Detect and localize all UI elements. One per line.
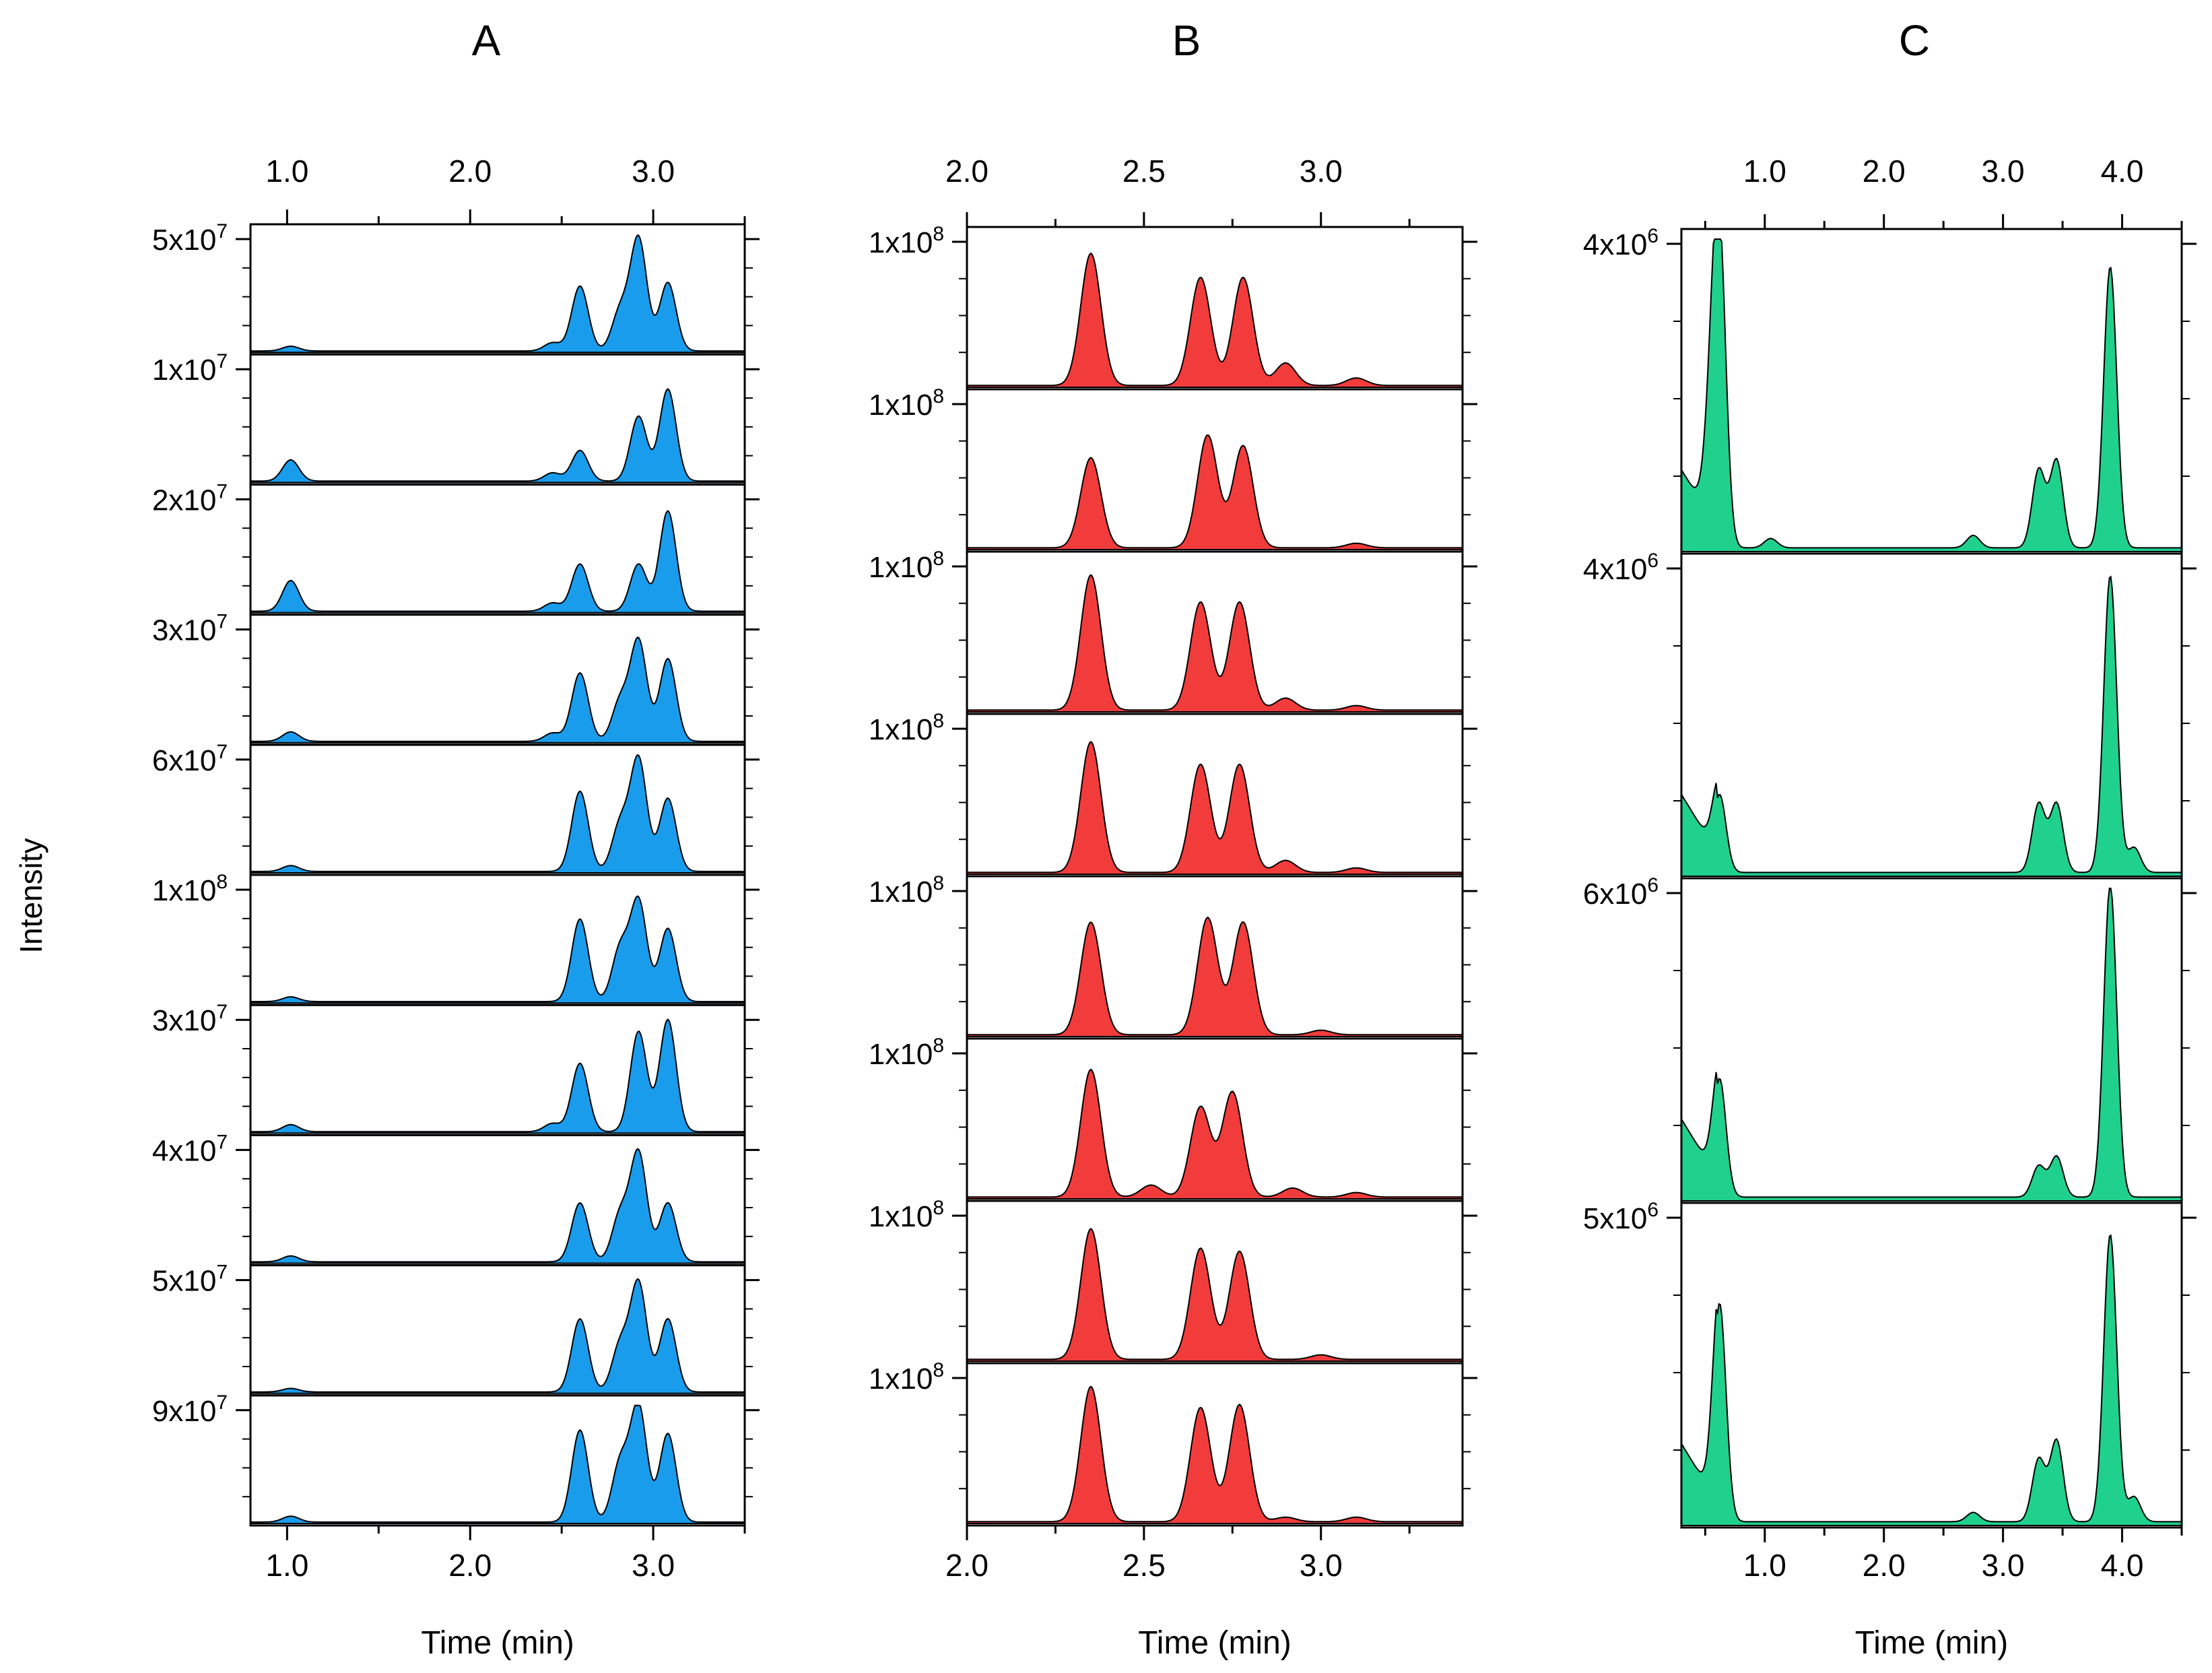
panel-a-x-tick-label-top: 2.0 bbox=[448, 154, 492, 189]
panel-c-x-tick-label-bottom: 1.0 bbox=[1743, 1548, 1786, 1583]
panel-b-x-tick-label-bottom: 3.0 bbox=[1300, 1548, 1343, 1583]
panel-b-x-axis-label: Time (min) bbox=[1138, 1625, 1292, 1661]
panel-b-scale-label: 1x108 bbox=[869, 385, 944, 422]
panel-b-x-tick-label-top: 3.0 bbox=[1300, 154, 1343, 189]
panel-a-x-tick-label-top: 3.0 bbox=[632, 154, 675, 189]
panel-c-x-tick-label-bottom: 4.0 bbox=[2101, 1548, 2144, 1583]
panel-a-x-tick-label-top: 1.0 bbox=[265, 154, 308, 189]
panel-b-x-tick-label-top: 2.5 bbox=[1122, 154, 1166, 189]
panel-b-x-tick-label-top: 2.0 bbox=[945, 154, 988, 189]
panel-c-scale-label: 4x106 bbox=[1583, 225, 1658, 261]
panel-c-x-tick-label-bottom: 3.0 bbox=[1982, 1548, 2025, 1583]
panel-b-trace-1 bbox=[966, 252, 1463, 388]
panel-b-scale-label: 1x108 bbox=[869, 710, 944, 746]
panel-a-trace-8 bbox=[250, 1148, 745, 1264]
panel-a-x-tick-label-bottom: 1.0 bbox=[265, 1548, 308, 1583]
panel-a-scale-label: 1x108 bbox=[152, 871, 228, 907]
panel-a-scale-label: 5x107 bbox=[152, 1261, 228, 1298]
panel-b-scale-label: 1x108 bbox=[869, 1035, 944, 1071]
panel-b-scale-label: 1x108 bbox=[869, 548, 944, 584]
panel-b-trace-3 bbox=[966, 574, 1463, 713]
panel-c-x-tick-label-top: 3.0 bbox=[1982, 154, 2025, 189]
panel-a-scale-label: 5x107 bbox=[152, 220, 228, 257]
panel-b-trace-7 bbox=[966, 1227, 1463, 1362]
panel-c-x-tick-label-top: 4.0 bbox=[2101, 154, 2144, 189]
panel-c-scale-label: 4x106 bbox=[1583, 550, 1658, 586]
panel-a-trace-4 bbox=[250, 636, 745, 744]
panel-a-scale-label: 2x107 bbox=[152, 480, 228, 517]
panel-a-x-tick-label-bottom: 3.0 bbox=[632, 1548, 675, 1583]
panel-b-chart: B 1x108 1x108 1x108 1x108 1x108 1x108 1x108 1x10… bbox=[869, 16, 1477, 1661]
panel-c-trace-4 bbox=[1681, 1234, 2182, 1526]
panel-c-x-axis-label: Time (min) bbox=[1855, 1625, 2009, 1661]
panel-a-chart: A 5x107 1x107 2x107 3x107 6x107 1x108 3x107 4x10… bbox=[152, 16, 760, 1661]
panel-c-scale-label: 6x106 bbox=[1583, 874, 1658, 911]
panel-a-scale-label: 3x107 bbox=[152, 1001, 228, 1037]
panel-b-trace-8 bbox=[966, 1385, 1463, 1524]
panel-a-subpanel-frame bbox=[249, 1394, 746, 1527]
panel-c-subpanel-frame bbox=[1680, 1202, 2183, 1529]
panel-a-scale-label: 3x107 bbox=[152, 611, 228, 647]
panel-b-scale-label: 1x108 bbox=[869, 223, 944, 259]
panel-a-scale-label: 4x107 bbox=[152, 1131, 228, 1167]
panel-b-trace-4 bbox=[966, 740, 1463, 875]
panel-a-scale-label: 1x107 bbox=[152, 350, 228, 387]
panel-a-scale-label: 9x107 bbox=[152, 1391, 228, 1428]
panel-a-x-tick-label-bottom: 2.0 bbox=[448, 1548, 492, 1583]
panel-b-scale-label: 1x108 bbox=[869, 1359, 944, 1396]
panel-c-x-tick-label-top: 1.0 bbox=[1743, 154, 1786, 189]
panel-b-subpanel-frame bbox=[966, 1362, 1464, 1527]
panel-b-x-tick-label-bottom: 2.5 bbox=[1122, 1548, 1166, 1583]
panel-c-title: C bbox=[1899, 16, 1930, 65]
panel-c-x-tick-label-top: 2.0 bbox=[1863, 154, 1906, 189]
panel-c-trace-1 bbox=[1681, 238, 2182, 552]
panel-b-x-tick-label-bottom: 2.0 bbox=[945, 1548, 988, 1583]
panel-b-title: B bbox=[1172, 16, 1201, 65]
panel-a-trace-5 bbox=[250, 754, 745, 874]
panel-a-trace-1 bbox=[250, 234, 745, 354]
panel-c-trace-2 bbox=[1681, 575, 2182, 877]
panel-c-trace-3 bbox=[1681, 888, 2182, 1202]
panel-b-trace-5 bbox=[966, 916, 1463, 1037]
y-axis-label: Intensity bbox=[13, 838, 48, 953]
panel-b-scale-label: 1x108 bbox=[869, 1197, 944, 1233]
panel-c-scale-label: 5x106 bbox=[1583, 1199, 1658, 1235]
panel-a-trace-10 bbox=[250, 1404, 745, 1524]
panel-a-title: A bbox=[472, 16, 501, 65]
panel-a-trace-7 bbox=[250, 1018, 745, 1134]
panel-a-trace-9 bbox=[250, 1278, 745, 1394]
panel-b-trace-6 bbox=[966, 1068, 1463, 1200]
panel-a-trace-6 bbox=[250, 895, 745, 1004]
panel-b-trace-2 bbox=[966, 434, 1463, 550]
panel-a-x-axis-label: Time (min) bbox=[421, 1625, 574, 1661]
panel-c-chart: C 4x106 4x106 6x106 5x106 1.0 1.0 2.0 2.0 3.0 3.0 4… bbox=[1583, 16, 2197, 1661]
panel-a-trace-2 bbox=[250, 388, 745, 484]
panel-a-scale-label: 6x107 bbox=[152, 741, 228, 777]
panel-a-trace-3 bbox=[250, 510, 745, 614]
panel-b-scale-label: 1x108 bbox=[869, 872, 944, 909]
panel-c-x-tick-label-bottom: 2.0 bbox=[1863, 1548, 1906, 1583]
